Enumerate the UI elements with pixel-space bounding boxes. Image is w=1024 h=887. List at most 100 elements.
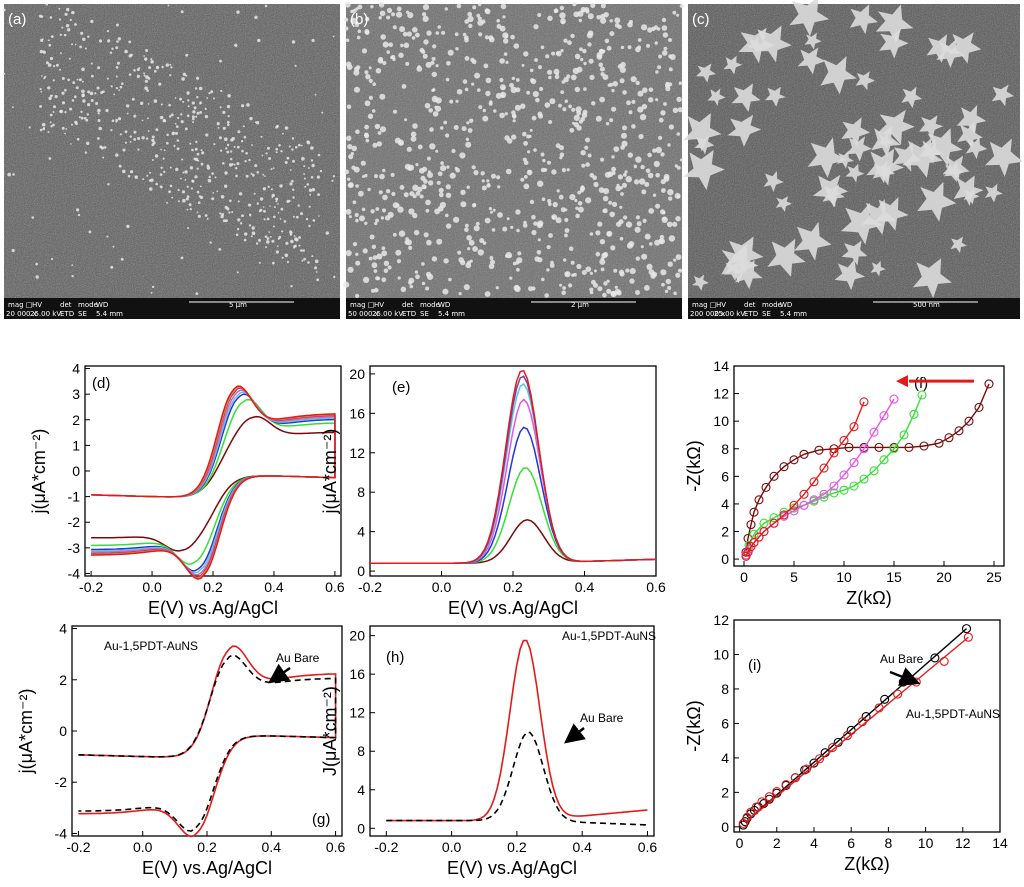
- nanoparticle: [49, 56, 54, 61]
- nanoparticle: [529, 128, 533, 132]
- nanoparticle: [48, 43, 52, 47]
- nanoparticle: [476, 13, 481, 18]
- nanoparticle: [537, 180, 544, 187]
- nanoparticle: [115, 66, 119, 69]
- nanoparticle: [355, 184, 359, 188]
- nanoparticle: [120, 257, 124, 261]
- nanoparticle: [220, 214, 224, 219]
- nanoparticle: [148, 179, 152, 182]
- nanostar: [747, 36, 764, 53]
- nanoparticle: [415, 163, 419, 167]
- nanoparticle: [252, 173, 255, 177]
- nanoparticle: [580, 150, 586, 156]
- nanoparticle: [82, 80, 84, 83]
- nanoparticle: [400, 43, 404, 48]
- nanoparticle: [415, 191, 421, 196]
- nanoparticle: [447, 49, 454, 56]
- nanoparticle: [288, 145, 291, 148]
- nanoparticle: [368, 78, 373, 83]
- nanoparticle: [574, 198, 578, 203]
- nanoparticle: [127, 174, 131, 178]
- nanoparticle: [423, 39, 429, 45]
- nanoparticle: [564, 233, 568, 238]
- nanoparticle: [121, 82, 124, 85]
- nanoparticle: [404, 118, 408, 122]
- nanoparticle: [577, 201, 583, 206]
- nanoparticle: [98, 39, 103, 43]
- nanoparticle: [241, 214, 244, 218]
- nanoparticle: [372, 82, 377, 86]
- cv-curve: [91, 385, 336, 580]
- nanoparticle: [522, 131, 527, 137]
- nanoparticle: [364, 29, 370, 34]
- nanoparticle: [286, 156, 290, 160]
- nanoparticle: [564, 217, 569, 223]
- nanoparticle: [146, 174, 149, 177]
- nanoparticle: [303, 165, 306, 168]
- nanoparticle: [570, 33, 575, 39]
- nanoparticle: [90, 99, 94, 102]
- nanoparticle: [224, 171, 228, 175]
- x-tick-label: 8: [884, 835, 892, 851]
- nanoparticle: [679, 3, 685, 9]
- sem-footer-label: HV: [374, 301, 384, 309]
- nanoparticle: [597, 221, 603, 227]
- x-tick-label: 10: [918, 835, 934, 851]
- nanoparticle: [42, 50, 47, 54]
- nyquist-point: [857, 717, 867, 727]
- nanoparticle: [251, 226, 255, 230]
- nanoparticle: [332, 175, 336, 178]
- nanoparticle: [379, 126, 387, 133]
- nanoparticle: [627, 45, 632, 50]
- nanoparticle: [528, 134, 532, 138]
- x-tick-label: -0.2: [79, 579, 103, 595]
- nyquist-point: [859, 444, 869, 454]
- nanoparticle: [582, 48, 587, 54]
- nanoparticle: [304, 185, 307, 188]
- nanoparticle: [531, 229, 537, 236]
- nanoparticle: [435, 105, 442, 112]
- x-tick-label: 0.4: [575, 579, 595, 595]
- nanoparticle: [58, 7, 61, 10]
- nanoparticle: [111, 119, 115, 123]
- nanoparticle: [445, 184, 451, 190]
- nanoparticle: [73, 95, 77, 99]
- nanoparticle: [210, 90, 214, 94]
- x-tick-label: -0.2: [358, 579, 382, 595]
- nanoparticle: [587, 30, 594, 36]
- nanoparticle: [598, 187, 605, 194]
- nanoparticle: [487, 183, 491, 187]
- nanoparticle: [568, 104, 572, 109]
- x-axis-label: E(V) vs.Ag/AgCl: [148, 598, 278, 618]
- nanoparticle: [465, 141, 472, 148]
- nyquist-fit-line: [745, 383, 990, 553]
- nanoparticle: [585, 197, 592, 204]
- nanoparticle: [431, 56, 436, 61]
- nanoparticle: [191, 179, 195, 183]
- nanoparticle: [355, 129, 360, 134]
- nanoparticle: [347, 266, 354, 273]
- nanoparticle: [657, 65, 662, 70]
- nanoparticle: [475, 221, 480, 226]
- nanoparticle: [292, 188, 295, 191]
- nanoparticle: [373, 287, 379, 293]
- nanoparticle: [279, 218, 282, 220]
- nanoparticle: [602, 49, 606, 53]
- nanoparticle: [544, 293, 549, 298]
- nanoparticle: [162, 157, 165, 160]
- sem-footer-value: 5.4 mm: [780, 310, 807, 318]
- nanoparticle: [539, 86, 544, 92]
- nanoparticle: [44, 75, 47, 78]
- nanoparticle: [250, 235, 253, 238]
- nanoparticle: [599, 49, 603, 53]
- nanoparticle: [563, 258, 567, 262]
- nanoparticle: [290, 239, 294, 244]
- nanoparticle: [84, 151, 88, 154]
- nanoparticle: [462, 32, 467, 37]
- nanoparticle: [469, 118, 474, 123]
- nanoparticle: [665, 278, 671, 285]
- nanoparticle: [431, 71, 437, 78]
- nanoparticle: [576, 263, 582, 270]
- nanoparticle: [236, 162, 240, 166]
